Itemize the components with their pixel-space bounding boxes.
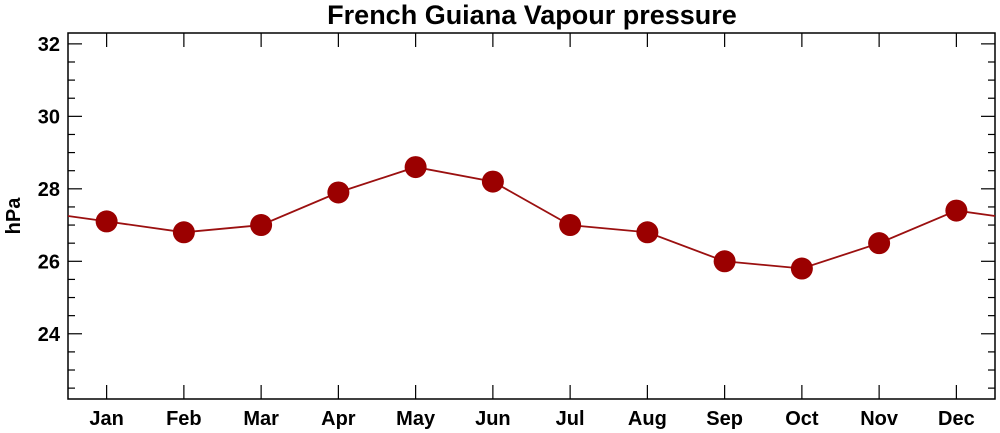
x-tick-label: Apr	[321, 408, 356, 430]
plot-area: 24 26 28 30 32 Jan Feb Mar Apr May Jun Jul Aug Sep Oct…	[38, 32, 996, 430]
data-point	[945, 199, 968, 222]
x-tick-label: Feb	[166, 408, 202, 430]
data-point	[250, 214, 273, 237]
x-tick-label: Jul	[556, 408, 585, 430]
data-point	[481, 170, 504, 193]
data-point	[95, 210, 118, 233]
y-axis-label: hPa	[3, 197, 25, 235]
data-point	[868, 232, 891, 255]
x-tick-label: May	[396, 408, 436, 430]
x-tick-label: Sep	[706, 408, 743, 430]
x-tick-label: Aug	[628, 408, 667, 430]
data-point	[559, 214, 582, 237]
x-tick-label: Jun	[475, 408, 511, 430]
data-point	[790, 257, 813, 280]
series-line	[67, 166, 996, 270]
x-tick-label: Mar	[243, 408, 279, 430]
plot-frame	[67, 32, 996, 400]
y-tick-label: 26	[38, 251, 60, 273]
data-point	[713, 250, 736, 273]
data-point	[327, 181, 350, 204]
x-tick-label: Nov	[860, 408, 899, 430]
y-tick-label: 30	[38, 106, 60, 128]
chart-title: French Guiana Vapour pressure	[327, 0, 737, 30]
x-tick-label: Jan	[89, 408, 123, 430]
y-tick-label: 28	[38, 179, 60, 201]
y-tick-label: 32	[38, 34, 60, 56]
data-point	[404, 156, 427, 179]
data-point	[636, 221, 659, 244]
x-tick-label: Oct	[785, 408, 819, 430]
data-point	[172, 221, 195, 244]
y-tick-label: 24	[38, 324, 61, 346]
x-tick-label: Dec	[938, 408, 975, 430]
